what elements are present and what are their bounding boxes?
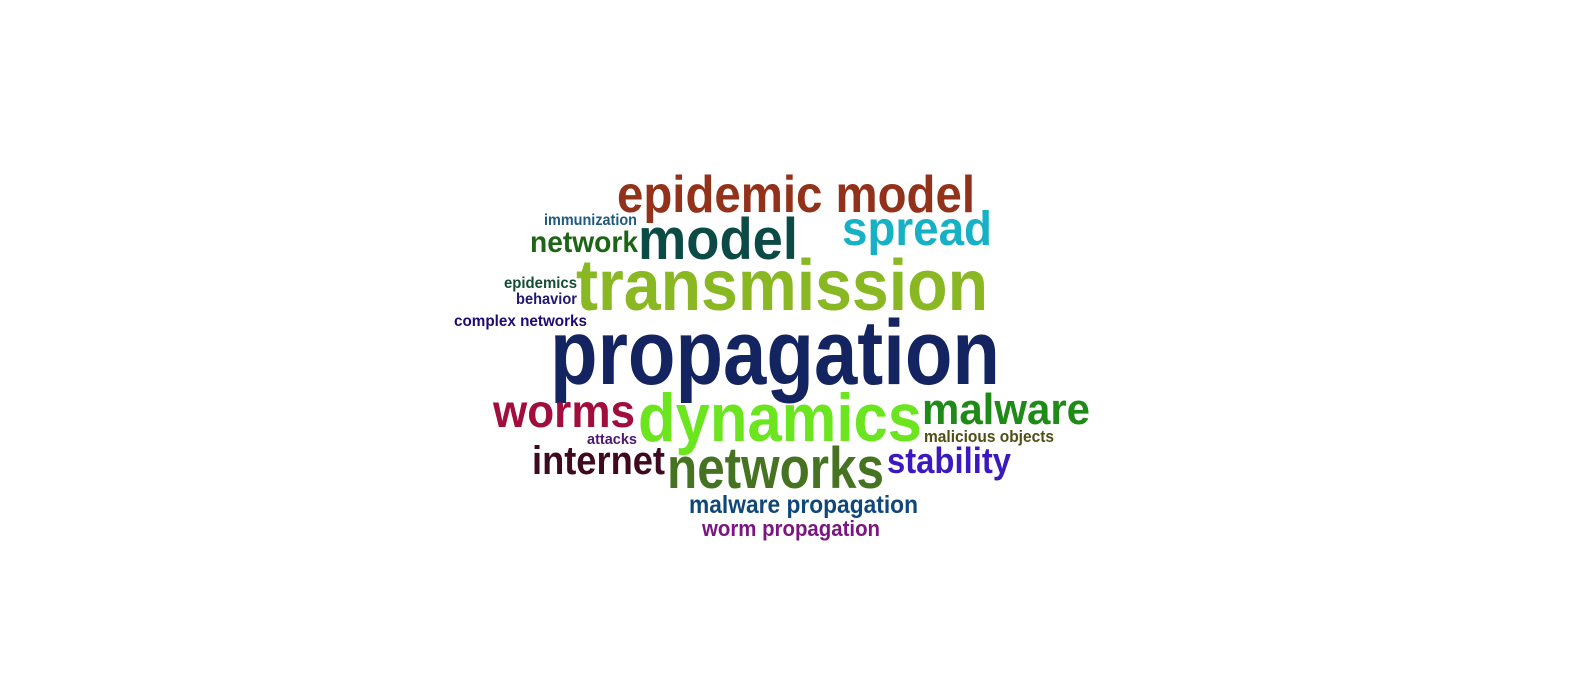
word-stability: stability (887, 440, 1011, 481)
word-propagation: propagation (550, 302, 1000, 404)
word-malware: malware (922, 385, 1090, 434)
word-model: model (638, 207, 798, 272)
word-malicious-objects: malicious objects (924, 427, 1054, 446)
word-internet: internet (532, 439, 665, 483)
word-dynamics: dynamics (638, 380, 922, 456)
word-spread: spread (842, 203, 992, 256)
word-malware-propagation: malware propagation (689, 491, 918, 519)
word-epidemics: epidemics (504, 275, 577, 292)
word-immunization: immunization (544, 212, 637, 229)
word-transmission: transmission (576, 246, 988, 326)
word-networks: networks (667, 436, 884, 501)
word-complex-networks: complex networks (454, 313, 587, 330)
word-worms: worms (492, 385, 635, 437)
word-behavior: behavior (516, 291, 577, 308)
word-attacks: attacks (587, 431, 637, 448)
word-network: network (530, 226, 638, 259)
word-worm-propagation: worm propagation (701, 516, 880, 541)
word-epidemic-model: epidemic model (617, 166, 975, 224)
